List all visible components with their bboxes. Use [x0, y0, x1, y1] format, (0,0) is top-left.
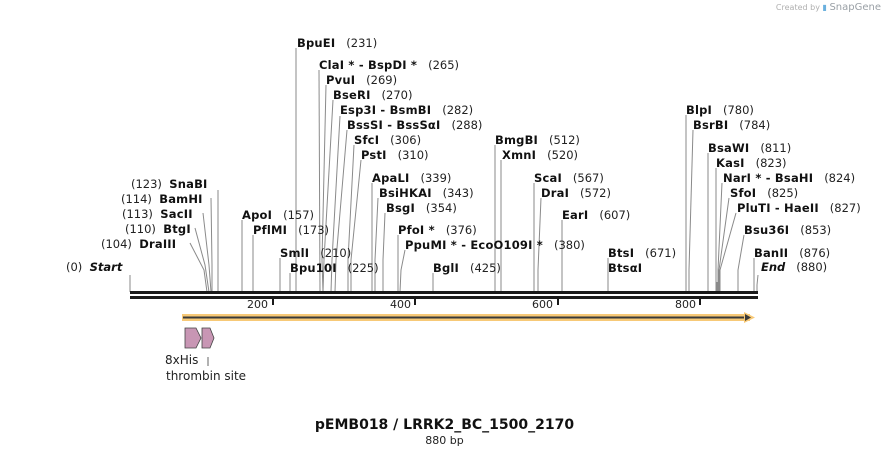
start-pos: (0): [66, 260, 83, 274]
axis-tick-800: 800: [675, 298, 696, 311]
site-sacii[interactable]: (113) SacII: [122, 207, 193, 221]
site-bsu36i[interactable]: Bsu36I (853): [744, 223, 832, 237]
end-label: End (880): [761, 260, 827, 274]
site-btgi[interactable]: (110) BtgI: [125, 222, 191, 236]
end-name: End: [761, 260, 786, 274]
site-btsai[interactable]: BtsαI: [608, 261, 643, 275]
snapgene-credit: Created by ▮ SnapGene: [776, 2, 881, 13]
site-scai[interactable]: ScaI (567): [534, 171, 604, 185]
site-banii[interactable]: BanII (876): [754, 246, 831, 260]
feature-thrombin-arrow: [201, 327, 215, 349]
site-pfoi[interactable]: PfoI * (376): [398, 223, 477, 237]
axis-ticks: [272, 298, 701, 305]
site-btsi[interactable]: BtsI (671): [608, 246, 677, 260]
site-sfoi[interactable]: SfoI (825): [730, 186, 799, 200]
axis-tick-600: 600: [532, 298, 553, 311]
site-bsawi[interactable]: BsaWI (811): [708, 141, 792, 155]
site-apoi[interactable]: ApoI (157): [242, 208, 315, 222]
site-psti[interactable]: PstI (310): [361, 148, 429, 162]
site-nari[interactable]: NarI * - BsaHI (824): [723, 171, 856, 185]
site-pvui[interactable]: PvuI (269): [326, 73, 398, 87]
sequence-strand-bottom: [130, 296, 758, 299]
site-snabi[interactable]: (123) SnaBI: [131, 177, 208, 191]
site-sfci[interactable]: SfcI (306): [354, 133, 422, 147]
plasmid-title: pEMB018 / LRRK2_BC_1500_2170: [314, 417, 575, 433]
start-label: (0) Start: [66, 260, 122, 274]
site-bgli[interactable]: BglI (425): [433, 261, 501, 275]
end-pos: (880): [796, 260, 828, 274]
orf-arrow-head: [745, 314, 751, 321]
site-bsihkai[interactable]: BsiHKAI (343): [379, 186, 474, 200]
site-eari[interactable]: EarI (607): [562, 208, 631, 222]
site-bpuei[interactable]: BpuEI (231): [297, 36, 378, 50]
plasmid-length: 880 bp: [425, 434, 464, 447]
start-name: Start: [89, 260, 123, 274]
site-draiii[interactable]: (104) DraIII: [101, 237, 177, 251]
site-bsgi[interactable]: BsgI (354): [386, 201, 457, 215]
site-bamhi[interactable]: (114) BamHI: [121, 192, 203, 206]
site-bsssi[interactable]: BssSI - BssSαI (288): [347, 118, 483, 132]
credit-brand: SnapGene: [829, 2, 881, 13]
site-esp3i[interactable]: Esp3I - BsmBI (282): [340, 103, 474, 117]
feature-8xhis-arrow: [184, 327, 202, 349]
site-bseri[interactable]: BseRI (270): [333, 88, 413, 102]
site-kasi[interactable]: KasI (823): [716, 156, 787, 170]
feature-thrombin-label[interactable]: thrombin site: [166, 369, 247, 383]
site-clai[interactable]: ClaI * - BspDI * (265): [319, 58, 460, 72]
site-apali[interactable]: ApaLI (339): [372, 171, 452, 185]
snapgene-logo-icon: ▮: [822, 3, 827, 12]
site-ppumi[interactable]: PpuMI * - EcoO109I * (380): [405, 238, 585, 252]
feature-8xhis-label[interactable]: 8xHis: [165, 353, 199, 367]
axis-tick-400: 400: [390, 298, 411, 311]
axis-tick-200: 200: [247, 298, 268, 311]
site-bpu10i[interactable]: Bpu10I (225): [290, 261, 379, 275]
credit-prefix: Created by: [775, 3, 820, 12]
site-pflmi[interactable]: PflMI (173): [253, 223, 330, 237]
site-blpi[interactable]: BlpI (780): [686, 103, 754, 117]
site-xmni[interactable]: XmnI (520): [502, 148, 579, 162]
site-drai[interactable]: DraI (572): [541, 186, 611, 200]
site-bsrbi[interactable]: BsrBI (784): [693, 118, 771, 132]
site-pluti[interactable]: PluTI - HaeII (827): [737, 201, 861, 215]
site-bmgbi[interactable]: BmgBI (512): [495, 133, 580, 147]
sequence-strand-top: [130, 291, 758, 294]
site-smli[interactable]: SmlI (210): [280, 246, 352, 260]
